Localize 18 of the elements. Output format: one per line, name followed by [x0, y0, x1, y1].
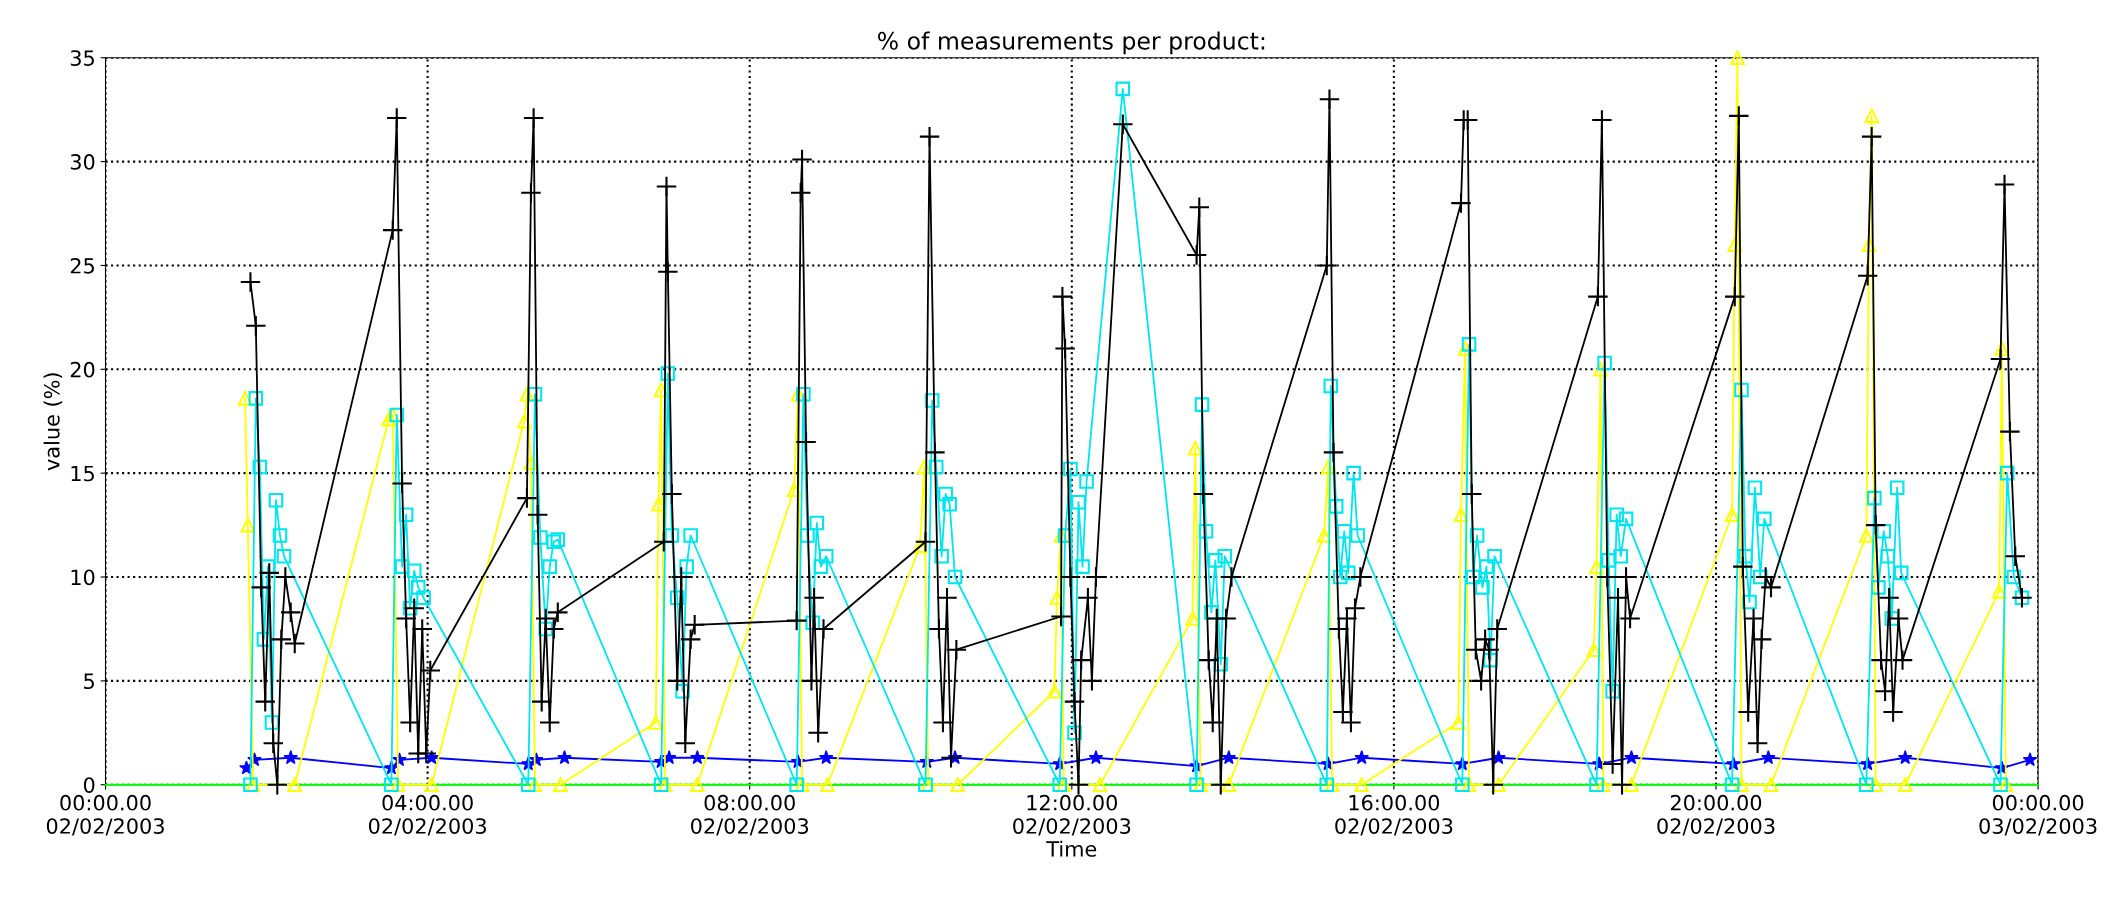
y-tick-label: 35: [70, 50, 94, 66]
y-axis-title: value (%): [43, 373, 63, 471]
y-tick-label: 20: [70, 361, 95, 378]
x-tick-label: 16:00.00 02/02/2003: [1335, 794, 1453, 836]
x-tick-label: 20:00.00 02/02/2003: [1657, 794, 1775, 836]
y-tick-label: 0: [83, 777, 95, 793]
x-tick-label: 00:00.00 02/02/2003: [46, 794, 164, 836]
y-tick-label: 25: [70, 257, 94, 274]
y-tick-label: 5: [84, 673, 94, 690]
x-tick-label: 08:00.00 02/02/2003: [691, 794, 809, 836]
x-axis-title: Time: [1046, 840, 1097, 857]
y-tick-label: 30: [70, 154, 95, 170]
x-tick-label: 12:00.00 02/02/2003: [1013, 794, 1131, 836]
chart-title: % of measurements per product:: [878, 31, 1265, 55]
y-tick-label: 10: [71, 569, 95, 586]
x-tick-label: 00:00.00 03/02/2003: [1979, 794, 2097, 836]
y-tick-label: 15: [71, 465, 94, 482]
x-tick-label: 04:00.00 02/02/2003: [368, 794, 486, 836]
